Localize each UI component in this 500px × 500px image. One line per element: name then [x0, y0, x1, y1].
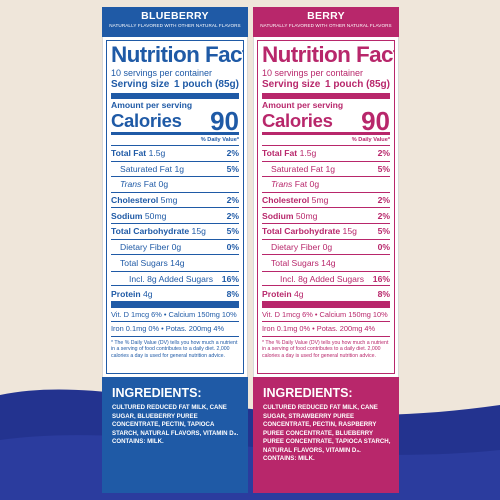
ingredients-title: INGREDIENTS: — [112, 386, 202, 400]
nutrient-row: Total Sugars 14g — [120, 257, 185, 268]
serving-size-value: 1 pouch (85g) — [173, 79, 239, 90]
nutrient-row: Cholesterol 5mg 2% — [111, 193, 239, 209]
nutrient-row: Incl. 8g Added Sugars 16% — [111, 270, 239, 287]
amount-per-serving: Amount per serving — [262, 100, 344, 110]
nutrient-row: Total Carbohydrate 15g 5% — [262, 224, 390, 240]
nutrient-row: Dietary Fiber 0g 0% — [111, 240, 239, 256]
nutrient-row: Cholesterol 5mg 2% — [262, 193, 390, 209]
divider-thick — [262, 93, 390, 99]
nutrient-row: Incl. 8g Added Sugars 16% — [262, 270, 390, 287]
divider-thick — [111, 301, 239, 308]
nutrient-row: Dietary Fiber 0g 0% — [262, 240, 390, 256]
minerals-line: Iron 0.1mg 0% • Potas. 200mg 4% — [262, 322, 390, 337]
nutrition-facts-title: Nutrition Facts — [262, 42, 394, 67]
nutrient-row: Protein 4g 8% — [262, 286, 390, 302]
nutrient-row: Sodium 50mg 2% — [262, 208, 390, 224]
calories-label: Calories — [262, 110, 333, 131]
minerals-line: Iron 0.1mg 0% • Potas. 200mg 4% — [111, 322, 239, 337]
berry-panel: BERRY NATURALLY FLAVORED WITH OTHER NATU… — [253, 7, 399, 493]
nutrient-row: Protein 4g 8% — [111, 286, 239, 302]
ingredients-box: INGREDIENTS: CULTURED REDUCED FAT MILK, … — [102, 377, 248, 493]
nutrient-row: Trans Fat 0g — [262, 177, 390, 193]
flavor-banner: BLUEBERRY NATURALLY FLAVORED WITH OTHER … — [102, 7, 248, 37]
calories-value: 90 — [210, 106, 239, 136]
servings-per-container: 10 servings per container — [111, 68, 213, 78]
nutrition-label: Nutrition Facts 10 servings per containe… — [102, 37, 248, 377]
serving-size-value: 1 pouch (85g) — [324, 79, 390, 90]
serving-size: Serving size 1 pouch (85g) — [111, 79, 239, 93]
ingredients-title: INGREDIENTS: — [263, 386, 353, 400]
allergen-statement: CONTAINS: MILK. — [112, 438, 164, 445]
divider-medium — [262, 132, 390, 135]
flavor-subtitle: NATURALLY FLAVORED WITH OTHER NATURAL FL… — [109, 23, 241, 28]
divider-medium — [111, 132, 239, 135]
ingredients-text: CULTURED REDUCED FAT MILK, CANE SUGAR, S… — [263, 404, 391, 454]
daily-value-header: % Daily Value* — [111, 135, 239, 146]
nutrition-facts-box: Nutrition Facts 10 servings per containe… — [257, 40, 395, 374]
servings-per-container: 10 servings per container — [262, 68, 364, 78]
flavor-name: BERRY — [307, 10, 345, 22]
vitamins-line: Vit. D 1mcg 6% • Calcium 150mg 10% — [262, 308, 390, 323]
nutrition-facts-title: Nutrition Facts — [111, 42, 243, 67]
nutrient-row: Sodium 50mg 2% — [111, 208, 239, 224]
calories-row: Calories 90 — [111, 106, 239, 136]
serving-size: Serving size 1 pouch (85g) — [262, 79, 390, 93]
footnote: * The % Daily Value (DV) tells you how m… — [111, 339, 238, 359]
nutrient-row: Total Carbohydrate 15g 5% — [111, 224, 239, 240]
nutrient-row: Saturated Fat 1g 5% — [111, 162, 239, 178]
nutrient-row: Trans Fat 0g — [111, 177, 239, 193]
serving-size-label: Serving size — [262, 79, 321, 90]
allergen-statement: CONTAINS: MILK. — [263, 455, 315, 462]
daily-value-header: % Daily Value* — [262, 135, 390, 146]
nutrient-row: Total Sugars 14g — [271, 257, 336, 268]
divider-thick — [262, 301, 390, 308]
flavor-banner: BERRY NATURALLY FLAVORED WITH OTHER NATU… — [253, 7, 399, 37]
nutrient-row: Total Fat 1.5g 2% — [111, 146, 239, 162]
nutrition-facts-box: Nutrition Facts 10 servings per containe… — [106, 40, 244, 374]
amount-per-serving: Amount per serving — [111, 100, 193, 110]
serving-size-label: Serving size — [111, 79, 170, 90]
flavor-name: BLUEBERRY — [141, 10, 209, 22]
nutrient-row: Total Fat 1.5g 2% — [262, 146, 390, 162]
calories-label: Calories — [111, 110, 182, 131]
ingredients-text: CULTURED REDUCED FAT MILK, CANE SUGAR, B… — [112, 404, 239, 437]
ingredients-box: INGREDIENTS: CULTURED REDUCED FAT MILK, … — [253, 377, 399, 493]
calories-row: Calories 90 — [262, 106, 390, 136]
nutrition-label: Nutrition Facts 10 servings per containe… — [253, 37, 399, 377]
flavor-subtitle: NATURALLY FLAVORED WITH OTHER NATURAL FL… — [260, 23, 392, 28]
nutrient-row: Saturated Fat 1g 5% — [262, 162, 390, 178]
calories-value: 90 — [361, 106, 390, 136]
vitamins-line: Vit. D 1mcg 6% • Calcium 150mg 10% — [111, 308, 239, 323]
divider-thick — [111, 93, 239, 99]
blueberry-panel: BLUEBERRY NATURALLY FLAVORED WITH OTHER … — [102, 7, 248, 493]
footnote: * The % Daily Value (DV) tells you how m… — [262, 339, 389, 359]
